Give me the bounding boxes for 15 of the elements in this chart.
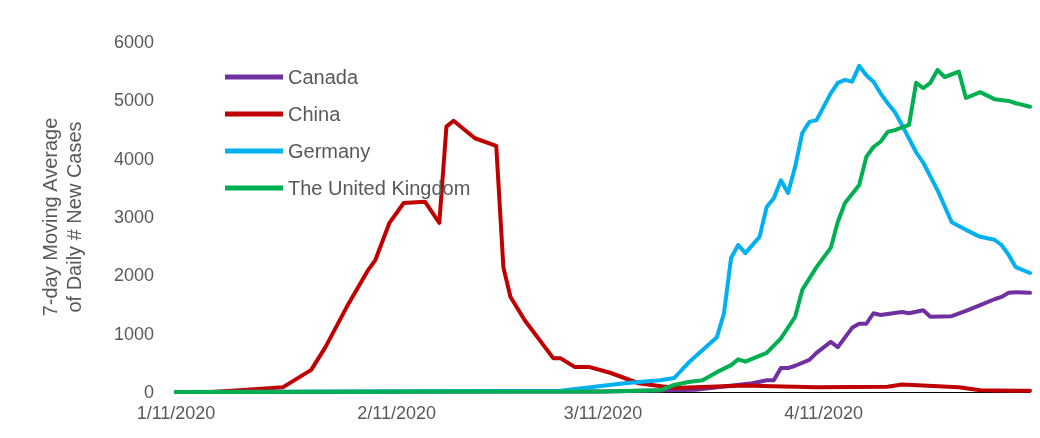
y-tick-label: 3000 — [113, 207, 154, 227]
legend-label: Canada — [288, 66, 359, 88]
y-tick-label: 2000 — [113, 265, 154, 286]
y-tick-label: 0 — [143, 382, 154, 402]
legend-label: Germany — [288, 140, 371, 162]
x-tick-label: 2/11/2020 — [357, 403, 436, 423]
y-tick-label: 4000 — [113, 148, 154, 169]
x-tick-label: 4/11/2020 — [784, 403, 863, 423]
x-tick-label: 1/11/2020 — [136, 403, 216, 423]
legend-label: China — [288, 103, 342, 125]
y-tick-label: 1000 — [113, 323, 154, 344]
y-tick-label: 6000 — [113, 32, 154, 52]
y-axis-title: 7-day Moving Average of Daily # New Cases — [39, 117, 85, 317]
x-tick-label: 3/11/2020 — [563, 403, 643, 423]
y-tick-label: 5000 — [113, 90, 154, 111]
